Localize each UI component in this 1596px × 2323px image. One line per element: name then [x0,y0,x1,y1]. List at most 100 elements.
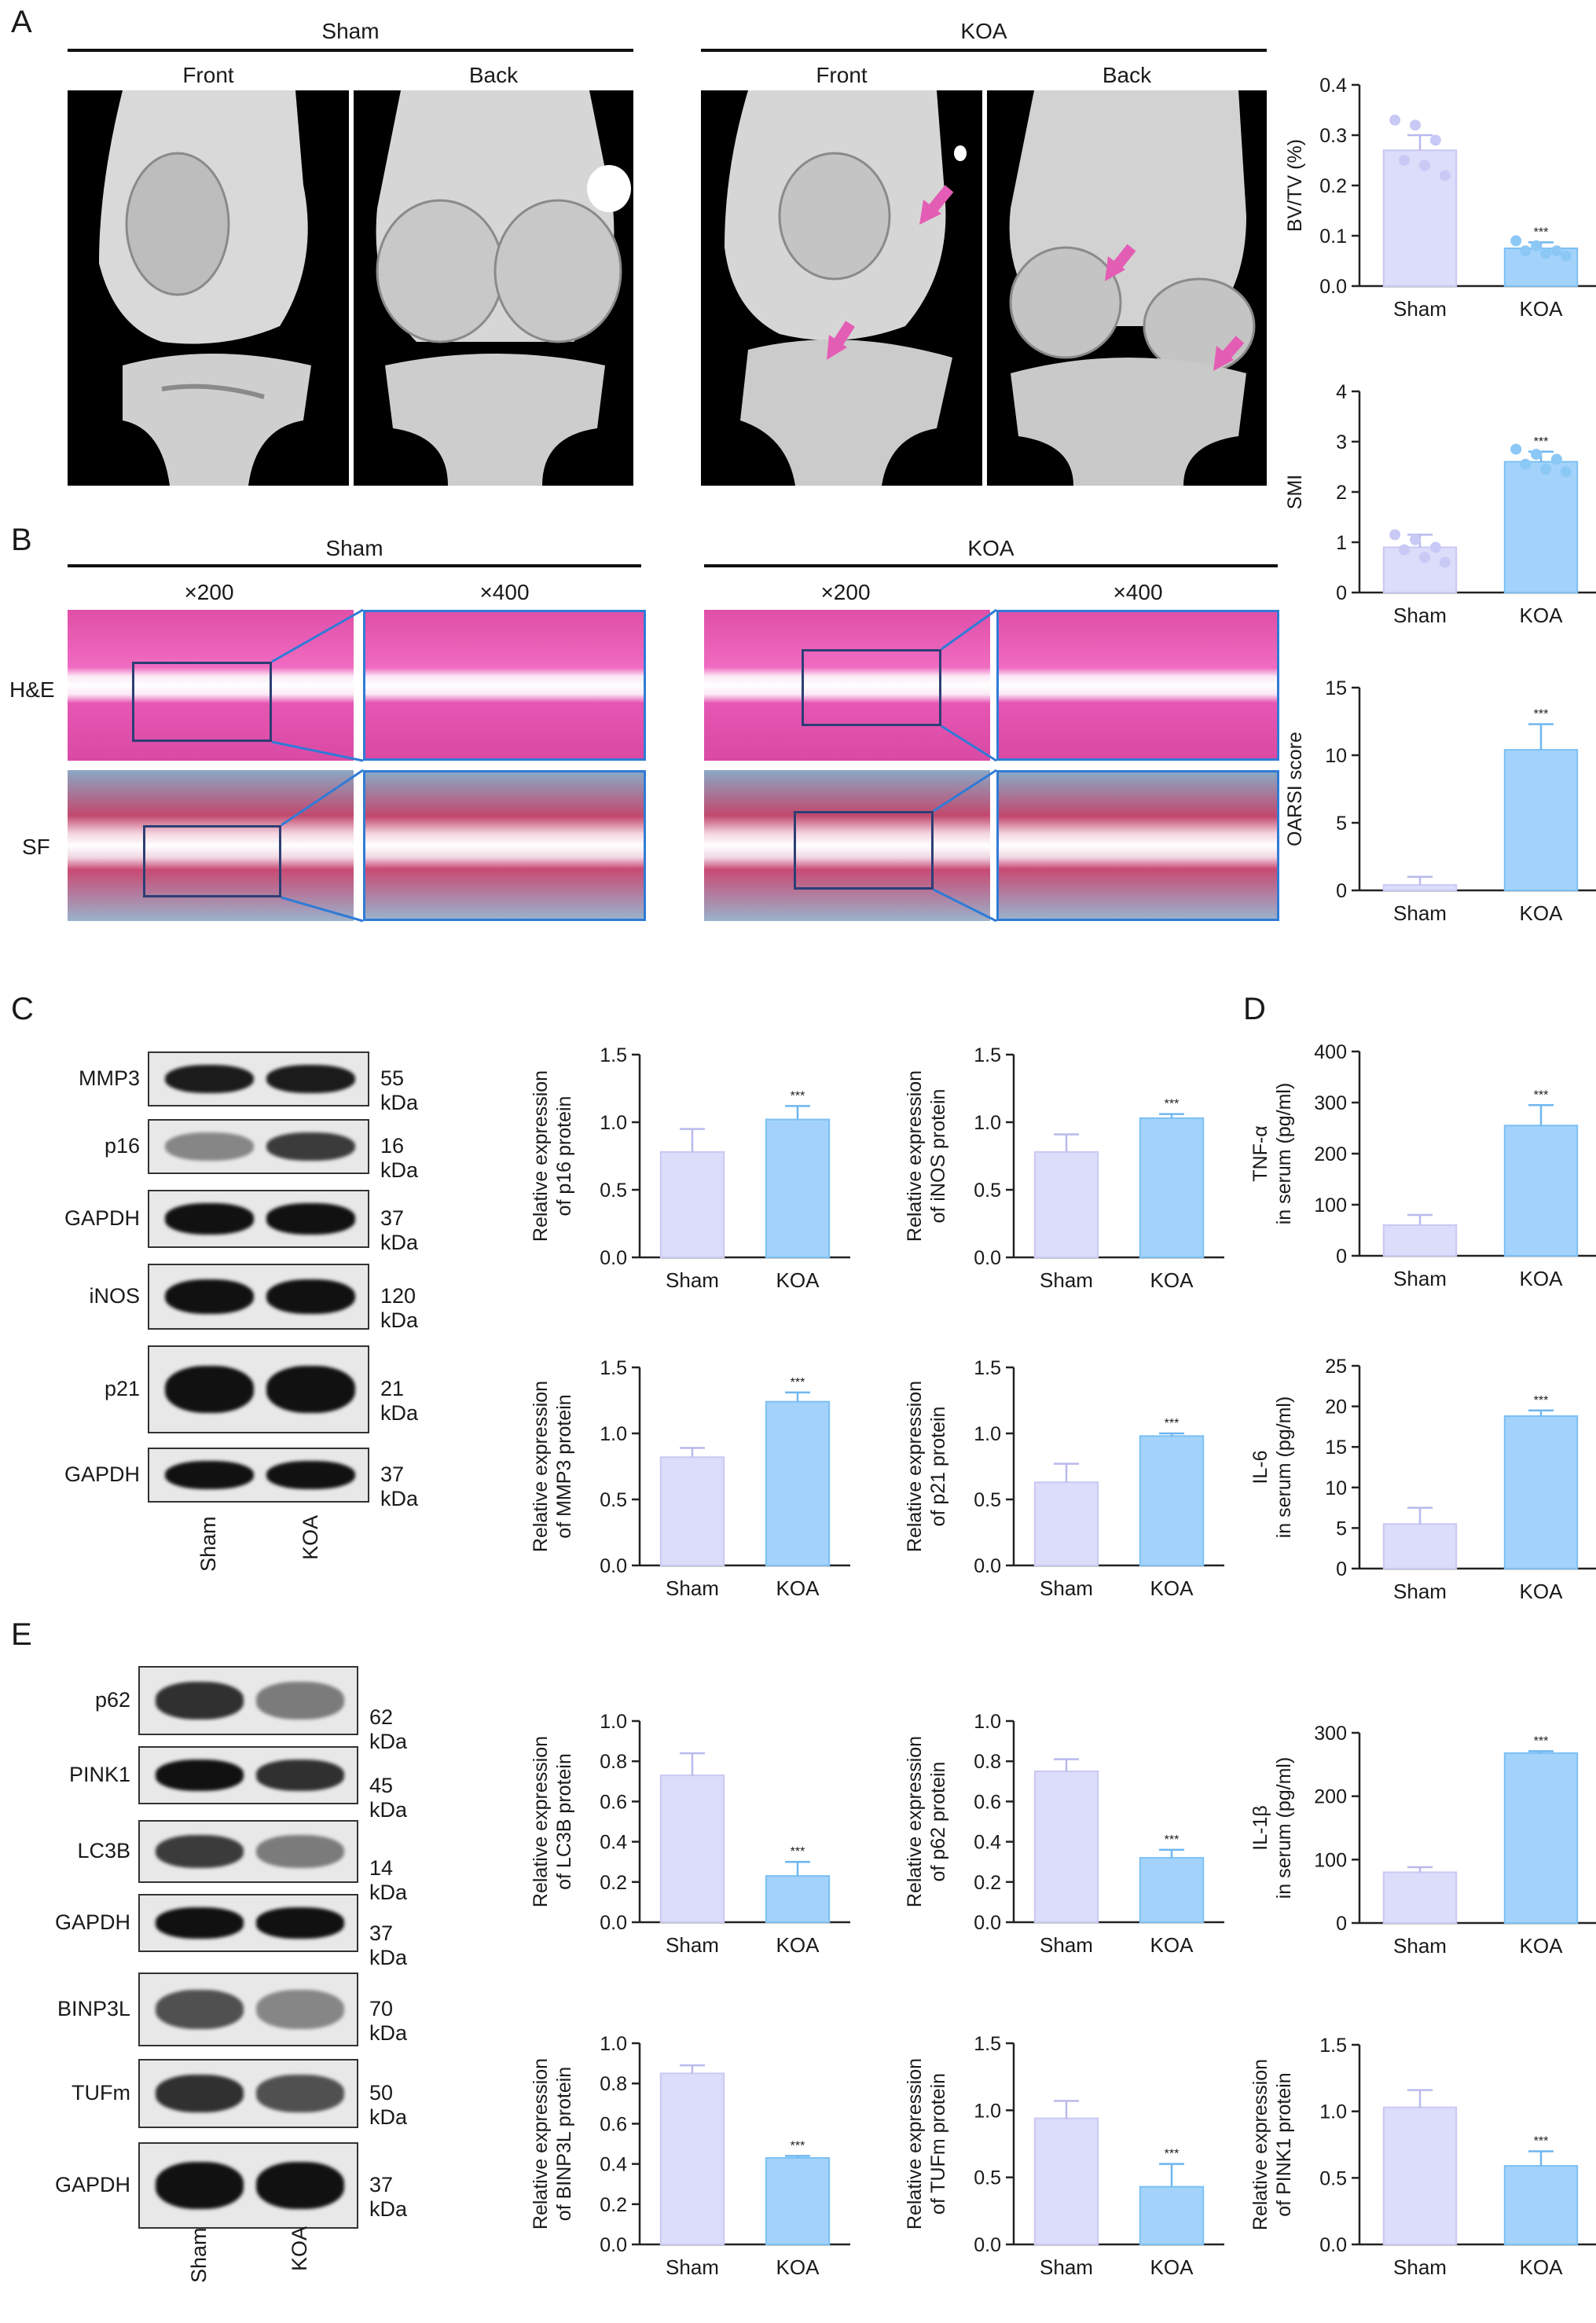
y-tick-label: 300 [1314,1723,1347,1745]
blot-protein-label: GAPDH [64,1462,140,1486]
y-tick-label: 0.0 [974,2234,1001,2256]
data-point [1560,466,1572,478]
bone-render [1009,90,1256,486]
bar-sham [1382,884,1458,891]
panel-letter-a: A [11,5,32,39]
y-tick-label: 0.3 [1319,125,1347,147]
significance-marker: *** [1165,1098,1180,1111]
significance-marker: *** [1534,1734,1549,1748]
y-tick-label: 0.5 [1319,2167,1347,2189]
y-tick-label: 0 [1336,880,1347,902]
bar-sham [659,1150,725,1258]
blot-row-binp3l [138,1973,358,2046]
data-point [1510,235,1522,247]
sf-sham-400x [363,770,646,921]
blot-row-inos [148,1264,369,1330]
y-tick-label: 5 [1336,813,1347,835]
chart-mmp3: 0.0 0.5 1.0 1.5 Relative expression of MMP3 p… [530,1357,850,1600]
x-tick-label: Sham [1393,1267,1447,1290]
panel-b-sham-rule [68,564,641,567]
blot-band [155,1682,244,1719]
x-tick-label: Sham [1393,901,1447,925]
blot-band [266,1064,356,1094]
x-tick-label: KOA [1520,1267,1564,1290]
data-point [1540,248,1551,259]
data-point [1520,245,1532,257]
panel-a-sham-title: Sham [321,19,380,43]
lane-label-koa: KOA [288,2226,312,2271]
blot-band [266,1460,356,1490]
bar-koa [1139,1435,1205,1566]
blot-row-gapdh [148,1448,369,1503]
y-tick-label: 1.0 [1319,2101,1347,2123]
x-tick-label: KOA [1150,2255,1194,2279]
data-point [1439,556,1451,568]
blot-protein-label: TUFm [72,2081,130,2105]
bar-sham [1033,1771,1099,1923]
y-axis-label: Relative expression [904,1736,926,1907]
chart-oarsi: 0 5 10 15 OARSI score Sham KOA *** [1284,677,1596,925]
y-axis-label: in serum (pg/ml) [1273,1757,1295,1899]
y-tick-label: 0 [1336,1558,1347,1580]
x-tick-label: Sham [1040,1268,1093,1292]
panel-letter-d: D [1243,992,1266,1026]
data-point [1419,552,1430,563]
y-tick-label: 0.5 [600,1180,627,1202]
x-tick-label: KOA [1520,2255,1564,2279]
y-tick-label: 200 [1314,1786,1347,1808]
bar-sham [1033,2117,1099,2245]
lane-label-sham: Sham [186,2227,211,2283]
y-axis-label: OARSI score [1284,732,1306,846]
blot-kda-label: 14 kDa [369,1856,408,1904]
bar-sham [1033,1481,1099,1566]
bar-koa [1503,749,1579,892]
y-tick-label: 0.2 [600,2194,627,2216]
blot-kda-label: 37 kDa [369,2173,408,2221]
y-tick-label: 4 [1336,381,1347,403]
microct-koa-back [987,90,1267,486]
y-tick-label: 1.5 [974,1044,1001,1066]
significance-marker: *** [791,1845,805,1859]
y-axis-label: Relative expression [530,1070,552,1242]
x-tick-label: Sham [1393,1580,1447,1603]
y-axis-label: Relative expression [530,1736,552,1907]
blot-kda-label: 62 kDa [369,1705,408,1753]
data-point [1419,160,1430,171]
x-tick-label: Sham [1040,1576,1093,1600]
blot-band [164,1064,254,1094]
blot-band [256,1907,345,1939]
mag-200-label: ×200 [184,580,234,604]
y-axis-label: of p62 protein [927,1762,949,1882]
bar-koa [1503,1752,1579,1924]
x-tick-label: KOA [1520,604,1564,627]
x-tick-label: Sham [1393,604,1447,627]
blot-band [266,1279,356,1315]
arrow-icon [1213,336,1245,371]
y-axis-label: of BINP3L protein [553,2067,575,2221]
blot-band [164,1132,254,1162]
blot-protein-label: MMP3 [78,1066,140,1090]
x-tick-label: Sham [1040,1933,1093,1957]
y-tick-label: 5 [1336,1517,1347,1539]
blot-band [266,1203,356,1235]
blot-kda-label: 37 kDa [380,1462,419,1510]
blot-band [256,1682,345,1719]
blot-kda-label: 55 kDa [380,1066,419,1114]
panel-a-koa-title: KOA [960,19,1007,43]
y-axis-label: IL-1β [1249,1805,1271,1850]
blot-band [155,1760,244,1791]
y-tick-label: 0.4 [974,1832,1001,1854]
x-tick-label: KOA [1520,297,1564,321]
y-tick-label: 100 [1314,1849,1347,1871]
blot-band [164,1365,254,1414]
data-point [1410,119,1421,131]
x-tick-label: Sham [1393,2255,1447,2279]
significance-marker: *** [791,1376,805,1389]
panel-a-sham-front-label: Front [182,63,234,87]
x-tick-label: KOA [776,1268,820,1292]
roi-box [802,649,941,726]
y-tick-label: 0.6 [600,1791,627,1813]
x-tick-label: Sham [666,2255,719,2279]
blot-kda-label: 21 kDa [380,1377,419,1425]
panel-a-sham-rule [68,49,633,52]
